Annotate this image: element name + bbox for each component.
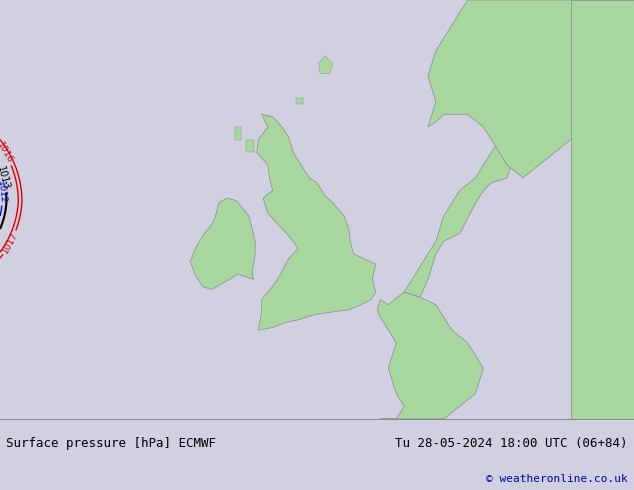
Polygon shape (428, 0, 634, 178)
Text: 1012: 1012 (0, 180, 8, 204)
Text: 1017: 1017 (1, 231, 20, 255)
Text: Surface pressure [hPa] ECMWF: Surface pressure [hPa] ECMWF (6, 437, 216, 450)
Polygon shape (319, 56, 333, 74)
Polygon shape (246, 140, 254, 152)
Polygon shape (377, 292, 484, 419)
Text: Tu 28-05-2024 18:00 UTC (06+84): Tu 28-05-2024 18:00 UTC (06+84) (395, 437, 628, 450)
Polygon shape (190, 198, 255, 290)
Text: © weatheronline.co.uk: © weatheronline.co.uk (486, 474, 628, 484)
Polygon shape (571, 0, 634, 419)
Text: 1013: 1013 (0, 166, 11, 192)
Polygon shape (404, 140, 515, 297)
Text: 1016: 1016 (0, 141, 15, 166)
Polygon shape (235, 127, 241, 140)
Polygon shape (297, 98, 303, 104)
Polygon shape (257, 114, 375, 330)
